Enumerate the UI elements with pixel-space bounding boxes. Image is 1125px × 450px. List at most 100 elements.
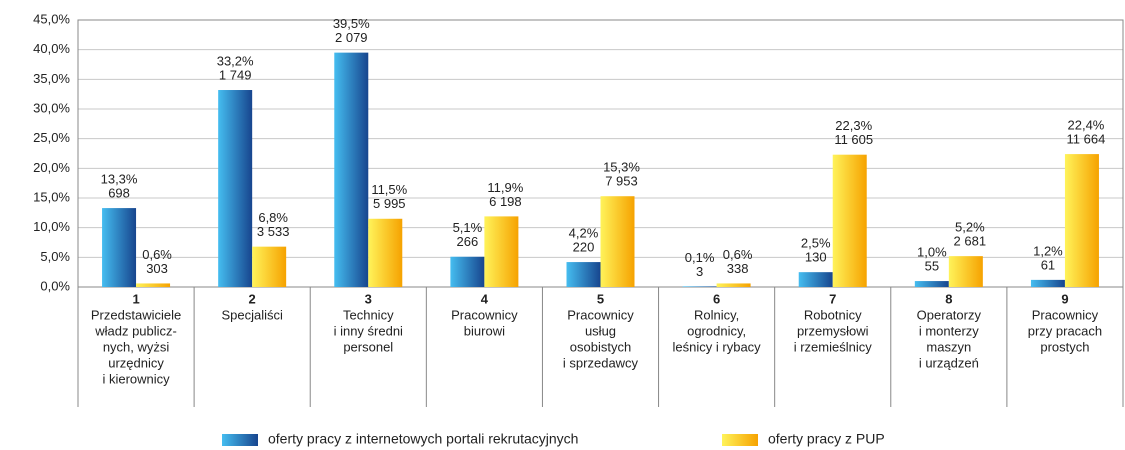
value-label: 5,1% xyxy=(453,220,483,235)
count-label: 3 xyxy=(696,264,703,279)
legend-label: oferty pracy z internetowych portali rek… xyxy=(268,431,578,447)
category-label: usług xyxy=(585,323,616,338)
category-label: Operatorzy xyxy=(917,307,982,322)
category-label: przemysłowi xyxy=(797,323,869,338)
value-label: 0,6% xyxy=(142,247,172,262)
count-label: 130 xyxy=(805,250,827,265)
y-tick-label: 40,0% xyxy=(33,41,70,56)
count-label: 1 749 xyxy=(219,67,252,82)
category-label: Specjaliści xyxy=(221,307,283,322)
category-label: osobistych xyxy=(570,339,631,354)
bar xyxy=(600,196,635,287)
bar xyxy=(218,90,253,287)
value-label: 1,0% xyxy=(917,245,947,260)
count-label: 55 xyxy=(925,259,939,274)
bar xyxy=(682,286,717,287)
category-label: prostych xyxy=(1040,339,1089,354)
value-label: 1,2% xyxy=(1033,243,1063,258)
count-label: 11 664 xyxy=(1067,132,1106,147)
category-label: Robotnicy xyxy=(804,307,862,322)
bar xyxy=(716,283,751,287)
bar xyxy=(252,246,287,287)
category-label: Technicy xyxy=(343,307,394,322)
y-tick-label: 5,0% xyxy=(40,249,70,264)
bar xyxy=(368,218,403,287)
category-label: urzędnicy xyxy=(108,355,164,370)
category-label: Pracownicy xyxy=(567,307,634,322)
value-label: 22,4% xyxy=(1068,118,1105,133)
category-label: i monterzy xyxy=(919,323,979,338)
count-label: 220 xyxy=(573,240,595,255)
bar xyxy=(798,272,833,287)
count-label: 7 953 xyxy=(605,174,638,189)
y-tick-label: 15,0% xyxy=(33,189,70,204)
value-label: 13,3% xyxy=(101,172,138,187)
legend-swatch xyxy=(722,434,758,446)
count-label: 698 xyxy=(108,186,130,201)
category-label: ogrodnicy, xyxy=(687,323,746,338)
count-label: 338 xyxy=(727,261,749,276)
count-label: 6 198 xyxy=(489,194,522,209)
value-label: 15,3% xyxy=(603,160,640,175)
bar xyxy=(832,154,867,287)
bar xyxy=(1064,154,1099,287)
category-label: Rolnicy, xyxy=(694,307,739,322)
category-label: przy pracach xyxy=(1028,323,1102,338)
category-label: 3 xyxy=(365,291,372,306)
category-label: personel xyxy=(343,339,393,354)
category-label: władz publicz- xyxy=(94,323,177,338)
category-label: maszyn xyxy=(926,339,971,354)
count-label: 2 079 xyxy=(335,30,368,45)
bar xyxy=(136,283,171,287)
value-label: 0,6% xyxy=(723,247,753,262)
y-tick-label: 20,0% xyxy=(33,160,70,175)
legend-swatch xyxy=(222,434,258,446)
count-label: 11 605 xyxy=(834,132,873,147)
bar xyxy=(1030,279,1065,287)
count-label: 2 681 xyxy=(954,234,987,249)
y-tick-label: 45,0% xyxy=(33,11,70,26)
category-label: 9 xyxy=(1061,291,1068,306)
bar xyxy=(948,256,983,287)
value-label: 0,1% xyxy=(685,250,715,265)
category-label: 5 xyxy=(597,291,604,306)
value-label: 33,2% xyxy=(217,53,254,68)
bar xyxy=(484,216,519,287)
value-label: 11,9% xyxy=(487,180,523,195)
count-label: 3 533 xyxy=(257,224,290,239)
category-label: Pracownicy xyxy=(1032,307,1099,322)
bar xyxy=(334,52,369,288)
category-label: i rzemieślnicy xyxy=(794,339,873,354)
value-label: 4,2% xyxy=(569,226,599,241)
category-label: 7 xyxy=(829,291,836,306)
category-label: 6 xyxy=(713,291,720,306)
count-label: 61 xyxy=(1041,257,1055,272)
bar xyxy=(450,256,485,287)
category-label: 8 xyxy=(945,291,952,306)
value-label: 5,2% xyxy=(955,220,985,235)
count-label: 5 995 xyxy=(373,196,406,211)
category-label: 1 xyxy=(132,291,139,306)
bar xyxy=(914,281,949,287)
y-tick-label: 0,0% xyxy=(40,278,70,293)
y-tick-label: 30,0% xyxy=(33,100,70,115)
legend-label: oferty pracy z PUP xyxy=(768,431,885,447)
count-label: 303 xyxy=(146,261,168,276)
category-label: nych, wyżsi xyxy=(103,339,170,354)
category-label: i sprzedawcy xyxy=(563,355,639,370)
category-label: biurowi xyxy=(464,323,505,338)
category-label: i kierownicy xyxy=(102,371,170,386)
y-tick-label: 10,0% xyxy=(33,219,70,234)
value-label: 22,3% xyxy=(835,118,872,133)
count-label: 266 xyxy=(457,234,479,249)
bar xyxy=(102,208,137,287)
category-label: Pracownicy xyxy=(451,307,518,322)
bar xyxy=(566,262,601,287)
y-tick-label: 35,0% xyxy=(33,71,70,86)
value-label: 11,5% xyxy=(371,182,407,197)
category-label: leśnicy i rybacy xyxy=(673,339,762,354)
value-label: 39,5% xyxy=(333,16,370,31)
category-label: i inny średni xyxy=(334,323,403,338)
value-label: 2,5% xyxy=(801,236,831,251)
